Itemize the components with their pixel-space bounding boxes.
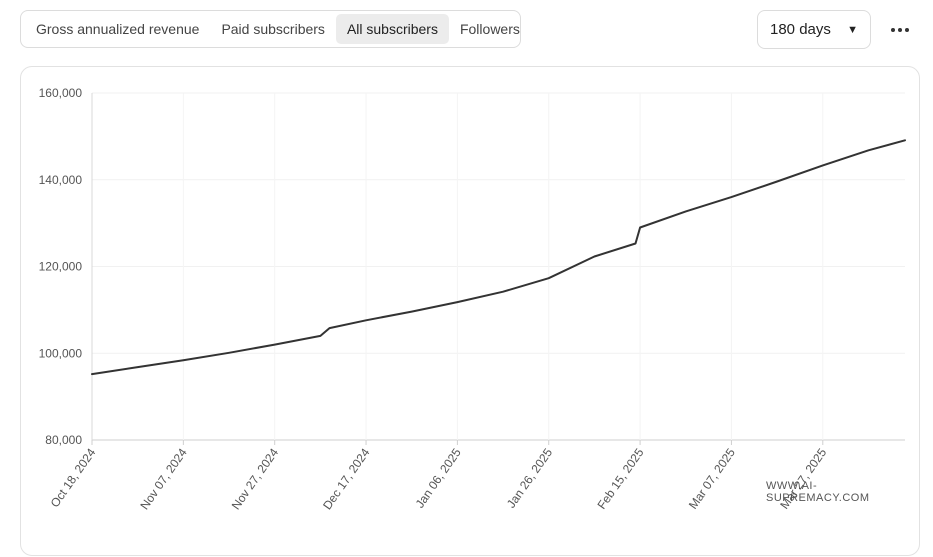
watermark: WWW.AI-SUPREMACY.COM xyxy=(766,480,870,504)
date-range-value: 180 days xyxy=(770,21,831,38)
caret-down-icon: ▼ xyxy=(847,23,858,36)
y-tick-label: 120,000 xyxy=(39,260,83,274)
x-tick-label: Oct 18, 2024 xyxy=(48,445,99,510)
tab-paid-subscribers[interactable]: Paid subscribers xyxy=(221,21,325,37)
chart-card: 160,000 140,000 120,000 100,000 80,000 Oct 18… xyxy=(20,66,920,556)
y-tick-label: 160,000 xyxy=(39,86,83,100)
x-tick-label: Nov 27, 2024 xyxy=(229,445,282,512)
y-tick-label: 100,000 xyxy=(39,346,83,360)
x-tick-label: Dec 17, 2024 xyxy=(320,445,373,512)
tab-all-subscribers[interactable]: All subscribers xyxy=(335,14,449,44)
x-tick-label: Jan 26, 2025 xyxy=(504,445,555,510)
x-tick-label: Feb 15, 2025 xyxy=(595,445,647,511)
y-tick-label: 140,000 xyxy=(39,173,83,187)
x-tick-label: Mar 07, 2025 xyxy=(686,445,738,511)
tab-gross-annualized-revenue[interactable]: Gross annualized revenue xyxy=(36,21,200,37)
ellipsis-icon xyxy=(891,28,895,32)
metric-tabs: Gross annualized revenue Paid subscriber… xyxy=(20,10,521,48)
x-tick-label: Jan 06, 2025 xyxy=(413,445,464,510)
x-tick-label: Nov 07, 2024 xyxy=(137,445,190,512)
date-range-select[interactable]: 180 days ▼ xyxy=(757,10,871,49)
tab-followers[interactable]: Followers xyxy=(459,21,520,37)
more-options-button[interactable] xyxy=(884,14,916,46)
series-line-all-subscribers xyxy=(91,139,906,376)
y-tick-label: 80,000 xyxy=(45,433,82,447)
